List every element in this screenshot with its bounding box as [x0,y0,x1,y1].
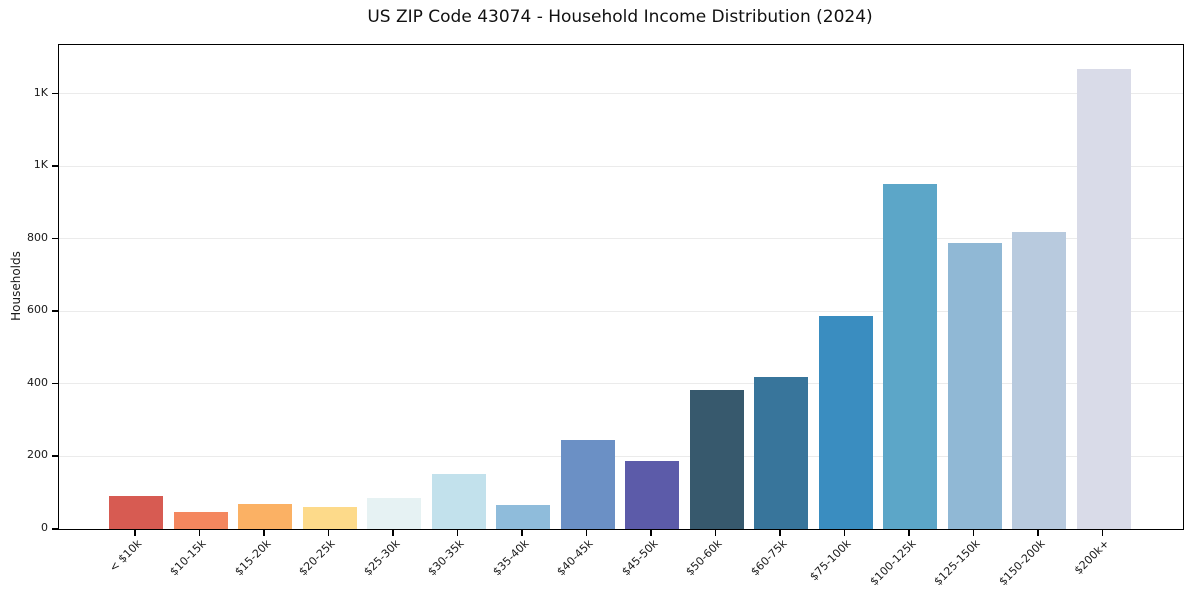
x-tick-mark [134,529,136,536]
bar [625,460,679,529]
x-tick-mark [908,529,910,536]
y-tick-label: 800 [27,230,48,244]
x-tick-label: $40-45k [554,537,596,579]
y-tick-label: 0 [41,521,48,534]
y-tick-mark [52,237,58,240]
x-tick-label: $75-100k [807,537,854,584]
x-tick-label: $25-30k [360,537,403,579]
y-tick-label: 1K [33,85,48,99]
x-tick-label: $45-50k [618,537,661,579]
gridline [59,383,1183,385]
y-tick-mark [52,92,58,95]
bar [109,496,163,529]
x-tick-label: $125-150k [931,537,983,589]
x-tick-label: < $10k [106,537,145,575]
bar [302,507,357,529]
y-tick-label: 1K [33,158,48,172]
x-tick-mark [1037,529,1039,536]
bar [431,473,486,529]
y-tick-mark [52,382,58,385]
x-tick-label: $15-20k [231,537,274,579]
x-tick-mark [263,529,265,536]
gridline [59,455,1183,457]
x-tick-label: $50-60k [683,537,725,579]
y-tick-mark [52,165,58,167]
x-tick-mark [843,529,846,536]
x-tick-mark [327,529,330,536]
bar [689,389,744,529]
x-tick-mark [392,529,394,536]
x-tick-label: $200k+ [1071,537,1112,578]
x-tick-mark [972,529,975,536]
bar [1012,232,1066,529]
x-tick-label: $20-25k [296,537,338,579]
x-tick-mark [456,529,459,536]
x-tick-label: $30-35k [425,537,467,579]
x-tick-mark [1101,529,1104,536]
y-tick-label: 200 [27,448,48,462]
bar [238,503,292,529]
y-tick-mark [52,528,58,530]
chart-title: US ZIP Code 43074 - Household Income Dis… [367,7,873,27]
bar [754,377,808,529]
bar [947,243,1002,529]
x-tick-mark [585,529,588,536]
x-tick-mark [779,529,781,536]
bar [496,505,550,529]
plot-area [58,44,1184,530]
x-tick-mark [650,529,652,536]
y-tick-label: 600 [27,303,48,317]
y-tick-mark [52,310,58,312]
bar [818,316,873,529]
bar [560,440,615,529]
gridline [59,93,1183,95]
x-tick-mark [714,529,717,536]
x-tick-label: $100-125k [867,537,919,589]
y-tick-mark [52,455,58,457]
bar [883,184,937,529]
gridline [59,310,1183,312]
bar [367,497,421,529]
x-tick-label: $150-200k [996,537,1048,589]
x-tick-label: $10-15k [167,537,209,579]
gridline [59,165,1183,167]
x-tick-label: $60-75k [747,537,790,579]
bar [173,511,228,529]
x-tick-mark [521,529,523,536]
gridline [59,238,1183,240]
bar [1076,68,1131,529]
y-tick-label: 400 [27,375,48,389]
x-tick-mark [198,529,201,536]
x-tick-label: $35-40k [489,537,532,579]
